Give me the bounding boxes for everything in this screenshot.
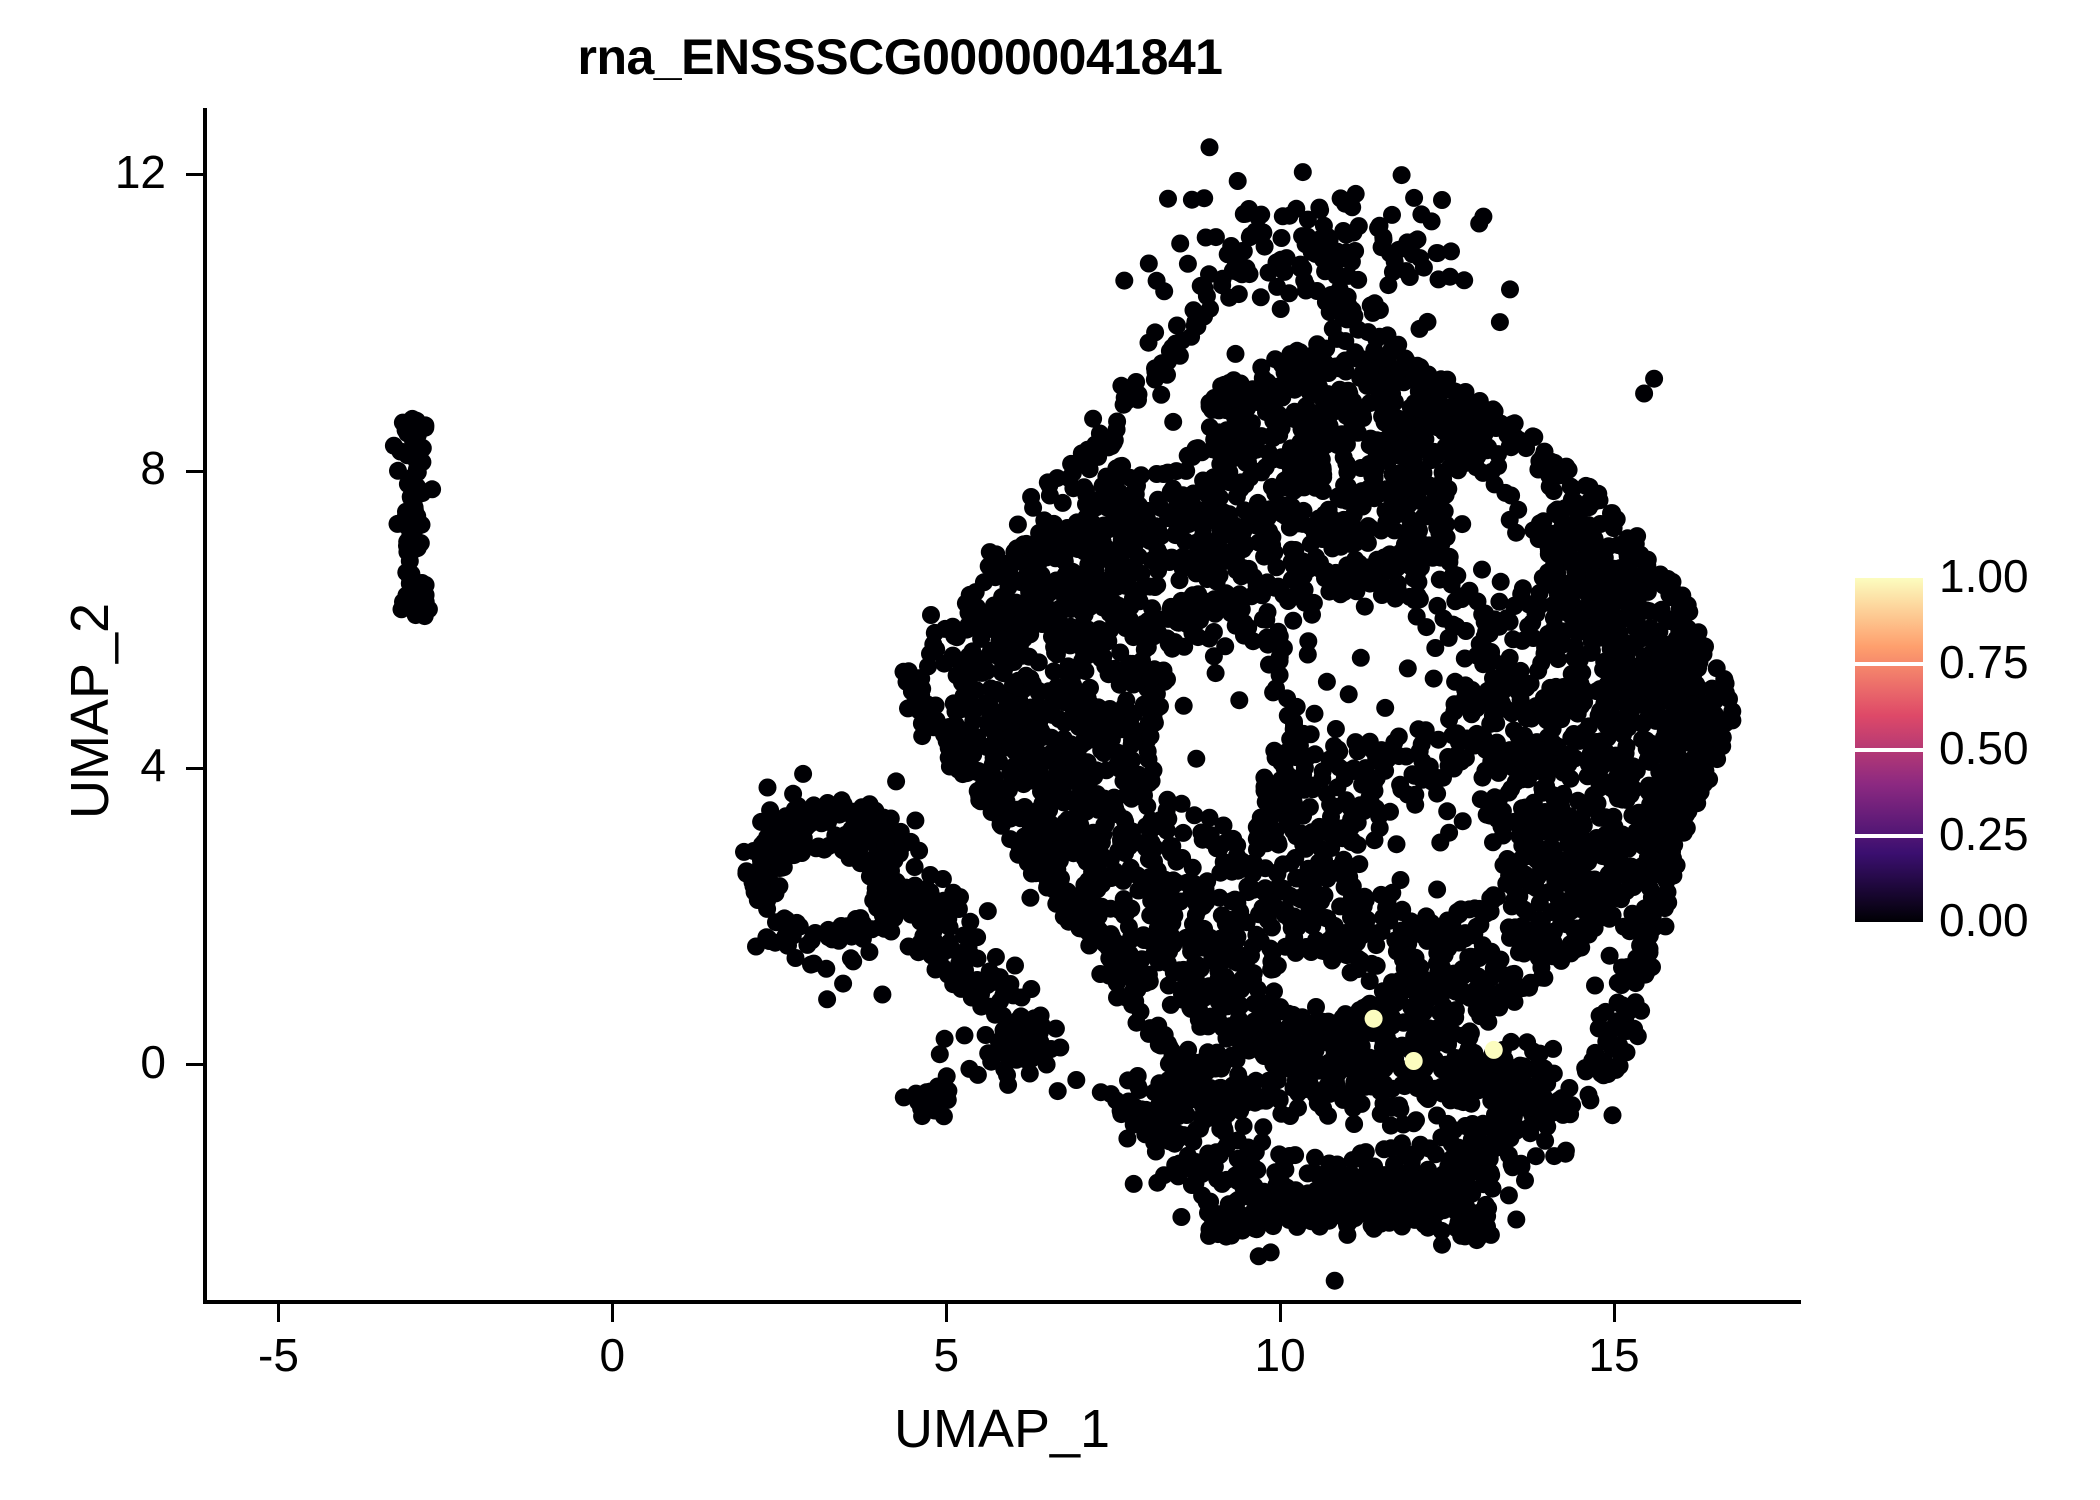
- y-tick-label: 8: [140, 442, 166, 495]
- y-tick-mark: [186, 173, 204, 177]
- plot-panel: [205, 108, 1801, 1302]
- colorbar-tick-label: 0.25: [1939, 808, 2029, 860]
- x-tick-mark: [1612, 1304, 1616, 1322]
- colorbar-tick-label: 0.00: [1939, 894, 2029, 946]
- page-title: rna_ENSSSCG00000041841: [577, 29, 1223, 85]
- x-axis-line: [203, 1300, 1801, 1304]
- colorbar-tick-mark: [1855, 748, 1923, 752]
- y-tick-label: 4: [140, 739, 166, 792]
- y-axis-line: [203, 108, 207, 1304]
- y-tick-mark: [186, 1063, 204, 1067]
- y-tick-mark: [186, 766, 204, 770]
- x-tick-mark: [610, 1304, 614, 1322]
- x-tick-mark: [276, 1304, 280, 1322]
- colorbar-tick-mark: [1855, 662, 1923, 666]
- x-axis-title: UMAP_1: [893, 1399, 1111, 1459]
- y-tick-label: 0: [140, 1035, 166, 1088]
- x-tick-label: -5: [258, 1329, 299, 1381]
- x-tick-label: 5: [933, 1329, 960, 1381]
- scatter-points: [384, 138, 1742, 1290]
- x-tick-label: 10: [1254, 1329, 1306, 1381]
- x-tick-mark: [1278, 1304, 1282, 1322]
- y-tick-label: 12: [114, 145, 166, 198]
- colorbar-legend: 1.00 0.75 0.50 0.25 0.00: [1855, 550, 2085, 946]
- colorbar-tick-label: 0.50: [1939, 722, 2029, 774]
- colorbar-tick-label: 0.75: [1939, 636, 2029, 688]
- x-tick-mark: [944, 1304, 948, 1322]
- y-axis-title: UMAP_2: [60, 602, 120, 820]
- y-tick-mark: [186, 469, 204, 473]
- colorbar-tick-label: 1.00: [1939, 550, 2029, 602]
- colorbar-tick-mark: [1855, 834, 1923, 838]
- x-tick-label: 15: [1588, 1329, 1640, 1381]
- x-tick-label: 0: [599, 1329, 626, 1381]
